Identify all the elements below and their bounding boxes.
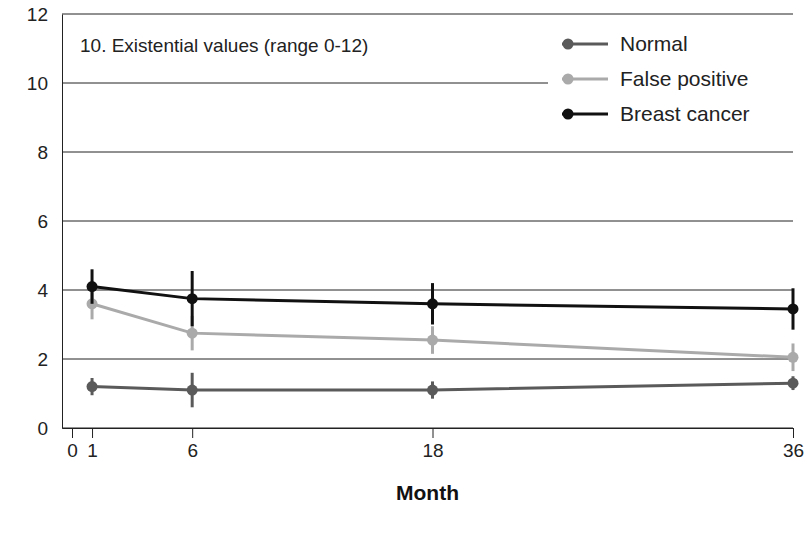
- y-tick-label: 4: [37, 280, 48, 301]
- marker: [788, 303, 799, 314]
- grid: [62, 14, 793, 428]
- chart: 0246810120161836Month10. Existential val…: [0, 0, 810, 536]
- y-tick: 6: [37, 211, 62, 232]
- y-tick-label: 6: [37, 211, 48, 232]
- x-tick-label: 1: [87, 440, 98, 461]
- x-tick: 36: [783, 428, 804, 461]
- x-tick-label: 0: [67, 440, 78, 461]
- x-tick-mark: [433, 428, 434, 438]
- marker: [87, 381, 98, 392]
- x-tick-mark: [793, 428, 794, 438]
- marker: [788, 352, 799, 363]
- marker: [427, 385, 438, 396]
- y-tick: 12: [27, 4, 62, 25]
- marker: [788, 378, 799, 389]
- x-tick-mark: [72, 428, 73, 438]
- series-line: [92, 304, 793, 357]
- grid-line: [62, 359, 793, 360]
- legend: Normal False positive Breast cancer: [548, 28, 793, 139]
- x-axis-line: [63, 428, 794, 429]
- y-tick-label: 12: [27, 4, 48, 25]
- y-tick: 10: [27, 73, 62, 94]
- y-tick-label: 10: [27, 73, 48, 94]
- x-tick: 1: [87, 428, 98, 461]
- y-axis: 0 2 4 6 8 10 12: [27, 4, 63, 439]
- legend-marker: [563, 74, 574, 85]
- x-axis-title: Month: [396, 481, 459, 504]
- y-tick: 0: [37, 418, 62, 439]
- series-line: [92, 287, 793, 309]
- x-tick: 0: [67, 428, 78, 461]
- marker: [427, 335, 438, 346]
- plot: 0246810120161836: [27, 4, 804, 462]
- grid-line: [62, 14, 793, 15]
- marker: [187, 328, 198, 339]
- x-tick: 6: [187, 428, 198, 461]
- legend-label: False positive: [620, 67, 748, 90]
- x-tick: 18: [422, 428, 443, 461]
- legend-marker: [563, 39, 574, 50]
- x-tick-mark: [92, 428, 93, 438]
- grid-line: [62, 428, 793, 429]
- legend-label: Breast cancer: [620, 102, 750, 125]
- y-tick-label: 8: [37, 142, 48, 163]
- x-tick-mark: [192, 428, 193, 438]
- chart-title: 10. Existential values (range 0-12): [80, 35, 368, 56]
- y-tick-label: 0: [37, 418, 48, 439]
- grid-line: [62, 290, 793, 291]
- series: [87, 288, 799, 371]
- marker: [187, 385, 198, 396]
- x-tick-label: 18: [422, 440, 443, 461]
- series: [87, 269, 799, 329]
- x-tick-label: 36: [783, 440, 804, 461]
- x-tick-label: 6: [187, 440, 198, 461]
- y-tick: 4: [37, 280, 62, 301]
- marker: [187, 293, 198, 304]
- marker: [87, 281, 98, 292]
- y-axis-line: [62, 15, 63, 429]
- legend-marker: [563, 109, 574, 120]
- marker: [427, 298, 438, 309]
- legend-label: Normal: [620, 32, 688, 55]
- grid-line: [62, 221, 793, 222]
- series-group: [87, 269, 799, 407]
- y-tick: 2: [37, 349, 62, 370]
- y-tick-label: 2: [37, 349, 48, 370]
- grid-line: [62, 152, 793, 153]
- y-tick: 8: [37, 142, 62, 163]
- series: [87, 373, 799, 408]
- legend-background: [548, 28, 793, 139]
- x-axis: 01 6 18 36: [63, 428, 805, 461]
